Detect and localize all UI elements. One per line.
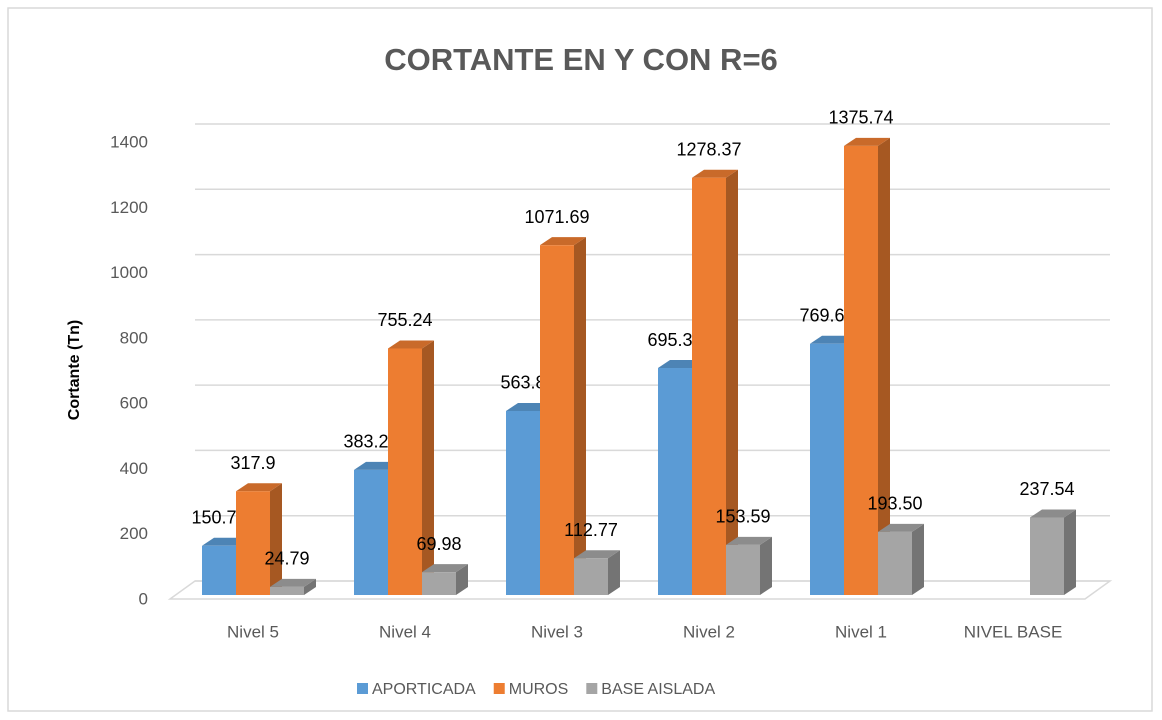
value-label: 1375.74 [828, 108, 893, 128]
floor [167, 580, 1113, 600]
bar-side [422, 340, 434, 595]
value-label: 24.79 [264, 549, 309, 569]
legend-swatch [493, 683, 505, 694]
bar [540, 245, 574, 595]
x-tick-label: Nivel 3 [531, 622, 583, 641]
value-label: 563.8 [500, 373, 545, 393]
bar [270, 586, 304, 595]
x-tick-label: Nivel 1 [835, 622, 887, 641]
bar [692, 177, 726, 596]
bar-top [422, 564, 468, 573]
bar [236, 491, 270, 595]
bar-side [912, 523, 924, 595]
y-tick-label: 1400 [110, 132, 148, 151]
value-label: 317.9 [230, 453, 275, 473]
bar-top [540, 237, 586, 246]
bar-side [574, 237, 586, 595]
y-tick-label: 200 [120, 524, 148, 543]
bar [506, 410, 540, 595]
value-label: 383.25 [343, 432, 398, 452]
bar-side [456, 564, 468, 595]
bar [844, 145, 878, 595]
value-label: 153.59 [715, 507, 770, 527]
y-axis-label: Cortante (Tn) [66, 320, 83, 420]
legend-label: BASE AISLADA [601, 681, 715, 698]
value-label: 150.73 [191, 508, 246, 528]
bar-side [304, 578, 316, 595]
value-label: 193.50 [867, 494, 922, 514]
value-label: 237.54 [1019, 479, 1074, 499]
y-tick-label: 1000 [110, 263, 148, 282]
value-label: 769.65 [799, 306, 854, 326]
y-tick-label: 600 [120, 394, 148, 413]
bar-side [878, 137, 890, 595]
bar-top [574, 550, 620, 559]
bar-top [692, 169, 738, 178]
bar [810, 343, 844, 595]
bar [658, 368, 692, 595]
value-label: 112.77 [564, 520, 618, 540]
bar-top [270, 578, 316, 587]
bar-top [726, 536, 772, 545]
bar-side [608, 550, 620, 595]
legend-swatch [357, 683, 368, 694]
bar-side [1064, 509, 1076, 595]
bar-side [760, 536, 772, 595]
legend-label: APORTICADA [372, 681, 476, 698]
chart-title: CORTANTE EN Y CON R=6 [384, 42, 778, 77]
x-tick-label: Nivel 2 [683, 622, 735, 641]
bar [878, 531, 912, 595]
bar [726, 544, 760, 595]
bar-top [236, 483, 282, 492]
x-tick-label: NIVEL BASE [964, 622, 1063, 641]
bar-side [270, 483, 282, 595]
bar [354, 469, 388, 595]
y-tick-label: 1200 [110, 198, 148, 217]
bar-top [878, 523, 924, 532]
value-label: 69.98 [416, 534, 461, 554]
bar [574, 558, 608, 595]
bar-top [1030, 509, 1076, 518]
bar [388, 348, 422, 595]
bar-top [388, 340, 434, 349]
bar [1030, 517, 1064, 595]
y-tick-label: 0 [139, 589, 148, 608]
bar-top [844, 137, 890, 146]
value-label: 1071.69 [524, 207, 589, 227]
value-label: 755.24 [377, 310, 432, 330]
y-tick-label: 400 [120, 459, 148, 478]
value-label: 695.37 [647, 330, 702, 350]
x-tick-label: Nivel 5 [227, 622, 279, 641]
legend-swatch [586, 683, 598, 694]
value-label: 1278.37 [676, 139, 741, 159]
x-tick-label: Nivel 4 [379, 622, 431, 641]
legend-label: MUROS [509, 681, 569, 698]
y-tick-label: 800 [120, 328, 148, 347]
bar [202, 545, 236, 595]
bar-side [726, 169, 738, 596]
bar [422, 572, 456, 595]
